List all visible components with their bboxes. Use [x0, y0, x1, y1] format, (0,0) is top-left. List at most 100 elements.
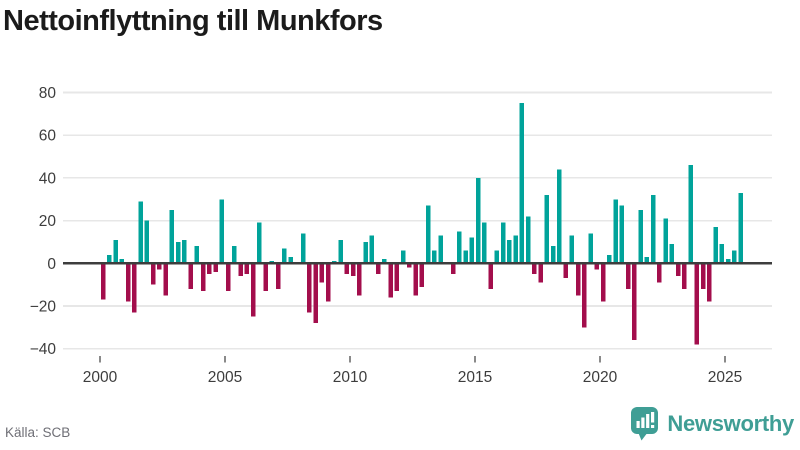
y-axis-label: −40 [30, 341, 57, 358]
bar [344, 263, 350, 274]
bar [694, 263, 700, 345]
bar [507, 239, 512, 264]
y-axis-label: −20 [30, 299, 57, 316]
bar [719, 244, 725, 264]
y-axis-label: 20 [39, 213, 57, 230]
bar [338, 239, 343, 264]
bar [607, 254, 612, 264]
bar [688, 165, 693, 264]
bar [500, 222, 506, 264]
bar [494, 250, 500, 264]
bar [125, 263, 131, 302]
newsworthy-bubble-barchart-icon [631, 407, 659, 441]
bar [675, 263, 681, 277]
page-title: Nettoinflyttning till Munkfors [3, 5, 383, 37]
bar [482, 222, 487, 264]
bar [250, 263, 256, 317]
bar [394, 263, 400, 292]
bar [600, 263, 606, 302]
bar [644, 256, 650, 264]
bar [263, 263, 268, 292]
bar [575, 263, 581, 296]
bar [475, 177, 481, 264]
bar [682, 263, 687, 289]
bar [182, 239, 187, 264]
bar [538, 263, 543, 283]
bar [463, 250, 468, 264]
bar [432, 250, 437, 264]
bar [550, 246, 556, 264]
bar [725, 259, 731, 264]
bar [357, 263, 362, 296]
bar [219, 199, 225, 264]
y-axis-label: 60 [39, 128, 57, 145]
bar [350, 263, 356, 277]
bar [700, 263, 706, 289]
bar [569, 235, 575, 264]
bar [457, 231, 462, 264]
bar [582, 263, 587, 328]
bar [619, 205, 625, 264]
bar [513, 235, 518, 264]
bar [325, 263, 331, 302]
bar [594, 263, 600, 270]
bar [319, 263, 325, 283]
bar [113, 239, 118, 264]
bar [707, 263, 712, 302]
bar [232, 246, 237, 264]
bar [563, 263, 568, 279]
bar [175, 241, 181, 264]
bar [307, 263, 312, 313]
bar [544, 194, 550, 264]
bar [157, 263, 162, 270]
bar [107, 254, 112, 264]
bar [138, 201, 143, 264]
bar [132, 263, 137, 313]
x-axis-label: 2015 [458, 369, 492, 386]
bar [282, 248, 287, 264]
bar [632, 263, 637, 341]
bar [257, 222, 262, 264]
bar [188, 263, 193, 289]
bar [438, 235, 443, 264]
bar [519, 103, 525, 264]
bar [669, 244, 675, 264]
bar [244, 263, 250, 274]
bar [450, 263, 456, 274]
y-axis-label: 40 [39, 170, 57, 187]
bar [150, 263, 156, 285]
y-axis-label: 0 [47, 256, 56, 273]
bar [713, 227, 718, 264]
bar [488, 263, 493, 289]
bar [200, 263, 206, 292]
bar [288, 256, 293, 264]
bar [213, 263, 218, 272]
bar [588, 233, 593, 264]
x-axis-label: 2025 [708, 369, 742, 386]
x-axis-label: 2010 [333, 369, 368, 386]
bar [419, 263, 425, 287]
x-axis-label: 2005 [208, 369, 242, 386]
bar [163, 263, 168, 296]
source-note: Källa: SCB [5, 425, 71, 440]
bar [119, 259, 125, 264]
bar [169, 209, 175, 264]
bar [369, 235, 375, 264]
bar [650, 194, 656, 264]
bar [525, 216, 531, 264]
bar [375, 263, 381, 274]
bar [425, 205, 431, 264]
bar [663, 218, 668, 264]
bar [532, 263, 537, 274]
newsworthy-logo-text: Newsworthy [667, 410, 794, 436]
bar [625, 263, 631, 289]
bar [388, 263, 393, 298]
bar [738, 192, 743, 264]
bar [100, 263, 106, 300]
bar [657, 263, 662, 283]
bar [194, 246, 200, 264]
bar [275, 263, 281, 289]
bar [225, 263, 231, 292]
